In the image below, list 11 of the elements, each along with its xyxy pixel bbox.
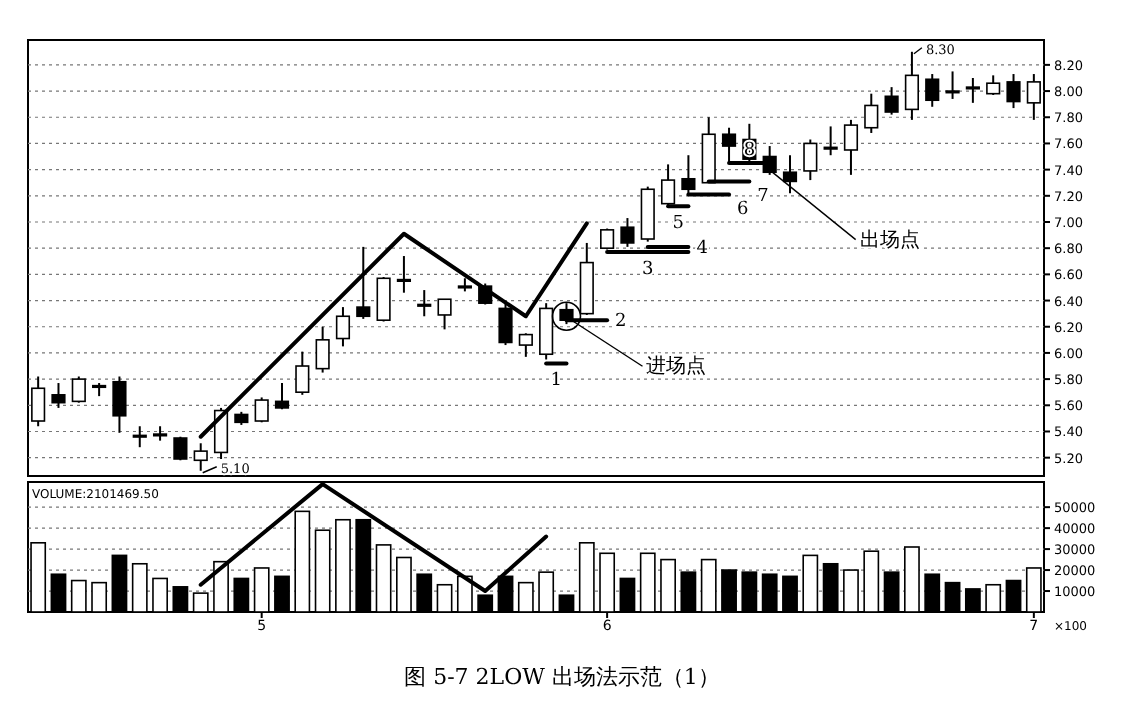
annotation: 进场点	[646, 354, 707, 379]
caption: 图 5-7 2LOW 出场法示范（1）	[404, 664, 720, 690]
annotation: 出场点	[859, 227, 920, 252]
annotation: 5	[672, 214, 685, 235]
annotation: 1	[550, 371, 563, 392]
annotation: 4	[696, 238, 709, 259]
annotation: 2	[615, 312, 627, 333]
annotation: 3	[642, 260, 655, 281]
annotation: 6	[737, 200, 750, 221]
annotation: 8	[743, 141, 756, 162]
annotation: 7	[757, 187, 770, 208]
